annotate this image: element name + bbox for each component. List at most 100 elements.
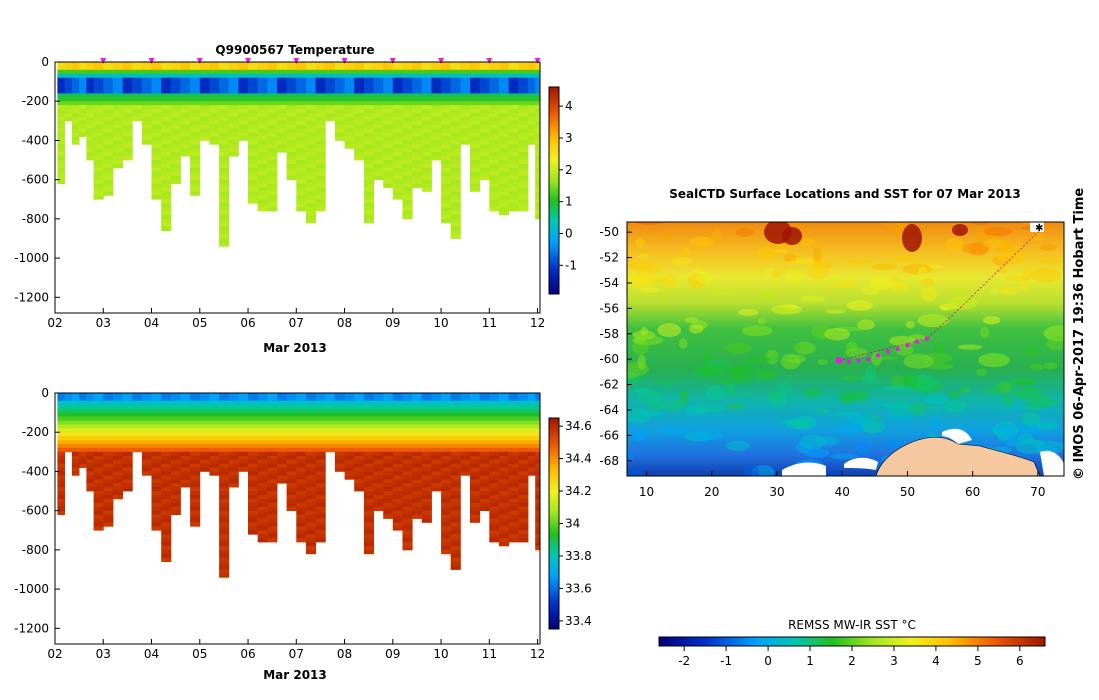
- data-cell: [190, 144, 201, 149]
- x-tick-label: 03: [96, 316, 111, 330]
- data-cell: [363, 101, 374, 106]
- data-cell: [441, 167, 452, 173]
- data-cell: [508, 404, 519, 410]
- data-cell: [209, 400, 220, 406]
- data-cell: [190, 498, 201, 504]
- sst-patch: [660, 426, 690, 435]
- data-cell: [267, 195, 278, 200]
- sst-patch: [945, 237, 964, 251]
- data-cell: [508, 195, 519, 200]
- data-cell: [190, 81, 201, 86]
- data-cell: [402, 164, 413, 169]
- data-cell: [86, 447, 94, 453]
- data-cell: [421, 491, 432, 496]
- data-cell: [170, 436, 181, 441]
- data-cell: [286, 97, 297, 102]
- data-cell: [79, 105, 87, 110]
- data-cell: [170, 404, 181, 410]
- data-cell: [296, 459, 307, 464]
- data-cell: [122, 81, 133, 86]
- data-cell: [402, 542, 413, 547]
- data-cell: [161, 522, 172, 527]
- data-cell: [392, 475, 403, 480]
- data-cell: [209, 120, 220, 126]
- data-cell: [489, 455, 500, 461]
- data-cell: [402, 404, 413, 410]
- data-cell: [334, 447, 345, 453]
- data-cell: [402, 491, 413, 496]
- data-cell: [450, 109, 461, 114]
- data-cell: [392, 404, 403, 410]
- data-cell: [518, 459, 529, 464]
- data-cell: [151, 148, 162, 153]
- data-cell: [450, 542, 461, 547]
- data-cell: [402, 400, 413, 406]
- data-cell: [489, 400, 500, 406]
- data-cell: [296, 408, 307, 413]
- data-cell: [305, 203, 316, 208]
- sst-patch: [637, 254, 649, 259]
- data-cell: [57, 65, 65, 71]
- data-cell: [441, 93, 452, 98]
- data-cell: [508, 424, 519, 429]
- surface-marker: [486, 58, 493, 64]
- data-cell: [535, 542, 541, 547]
- data-cell: [190, 148, 201, 153]
- data-cell: [535, 412, 541, 417]
- data-cell: [267, 479, 278, 484]
- data-cell: [267, 502, 278, 508]
- data-cell: [267, 491, 278, 496]
- sst-patch: [743, 390, 752, 397]
- data-cell: [305, 128, 316, 133]
- data-cell: [431, 487, 442, 492]
- data-cell: [344, 144, 355, 149]
- x-tick-label: 04: [144, 316, 159, 330]
- data-cell: [470, 171, 481, 177]
- data-cell: [470, 77, 481, 82]
- data-cell: [441, 459, 452, 464]
- data-cell: [499, 183, 510, 188]
- data-cell: [470, 132, 481, 137]
- data-cell: [412, 62, 423, 67]
- data-cell: [479, 89, 490, 94]
- data-cell: [363, 447, 374, 453]
- data-cell: [151, 77, 162, 82]
- data-cell: [402, 479, 413, 484]
- data-cell: [228, 455, 239, 461]
- data-cell: [470, 436, 481, 441]
- data-cell: [392, 120, 403, 126]
- data-cell: [489, 191, 500, 196]
- data-cell: [180, 128, 191, 133]
- data-cell: [267, 506, 278, 511]
- data-cell: [450, 518, 461, 523]
- data-cell: [325, 412, 336, 417]
- data-cell: [460, 81, 471, 86]
- data-cell: [190, 113, 201, 118]
- data-cell: [470, 81, 481, 86]
- data-cell: [305, 447, 316, 453]
- data-cell: [103, 471, 114, 476]
- data-cell: [354, 62, 365, 67]
- data-cell: [209, 65, 220, 71]
- data-cell: [219, 109, 230, 114]
- data-cell: [219, 498, 230, 504]
- data-cell: [57, 455, 65, 461]
- data-cell: [470, 152, 481, 157]
- data-cell: [315, 487, 326, 492]
- data-cell: [141, 436, 152, 441]
- data-cell: [450, 199, 461, 204]
- data-cell: [209, 81, 220, 86]
- data-cell: [431, 89, 442, 94]
- data-cell: [441, 77, 452, 82]
- data-cell: [421, 447, 432, 453]
- data-cell: [450, 416, 461, 421]
- data-cell: [209, 459, 220, 464]
- data-cell: [57, 105, 65, 110]
- data-cell: [489, 495, 500, 500]
- data-cell: [383, 73, 394, 79]
- sst-patch: [1002, 394, 1013, 407]
- data-cell: [402, 546, 413, 551]
- data-cell: [383, 396, 394, 402]
- data-cell: [93, 396, 104, 402]
- data-cell: [122, 416, 133, 421]
